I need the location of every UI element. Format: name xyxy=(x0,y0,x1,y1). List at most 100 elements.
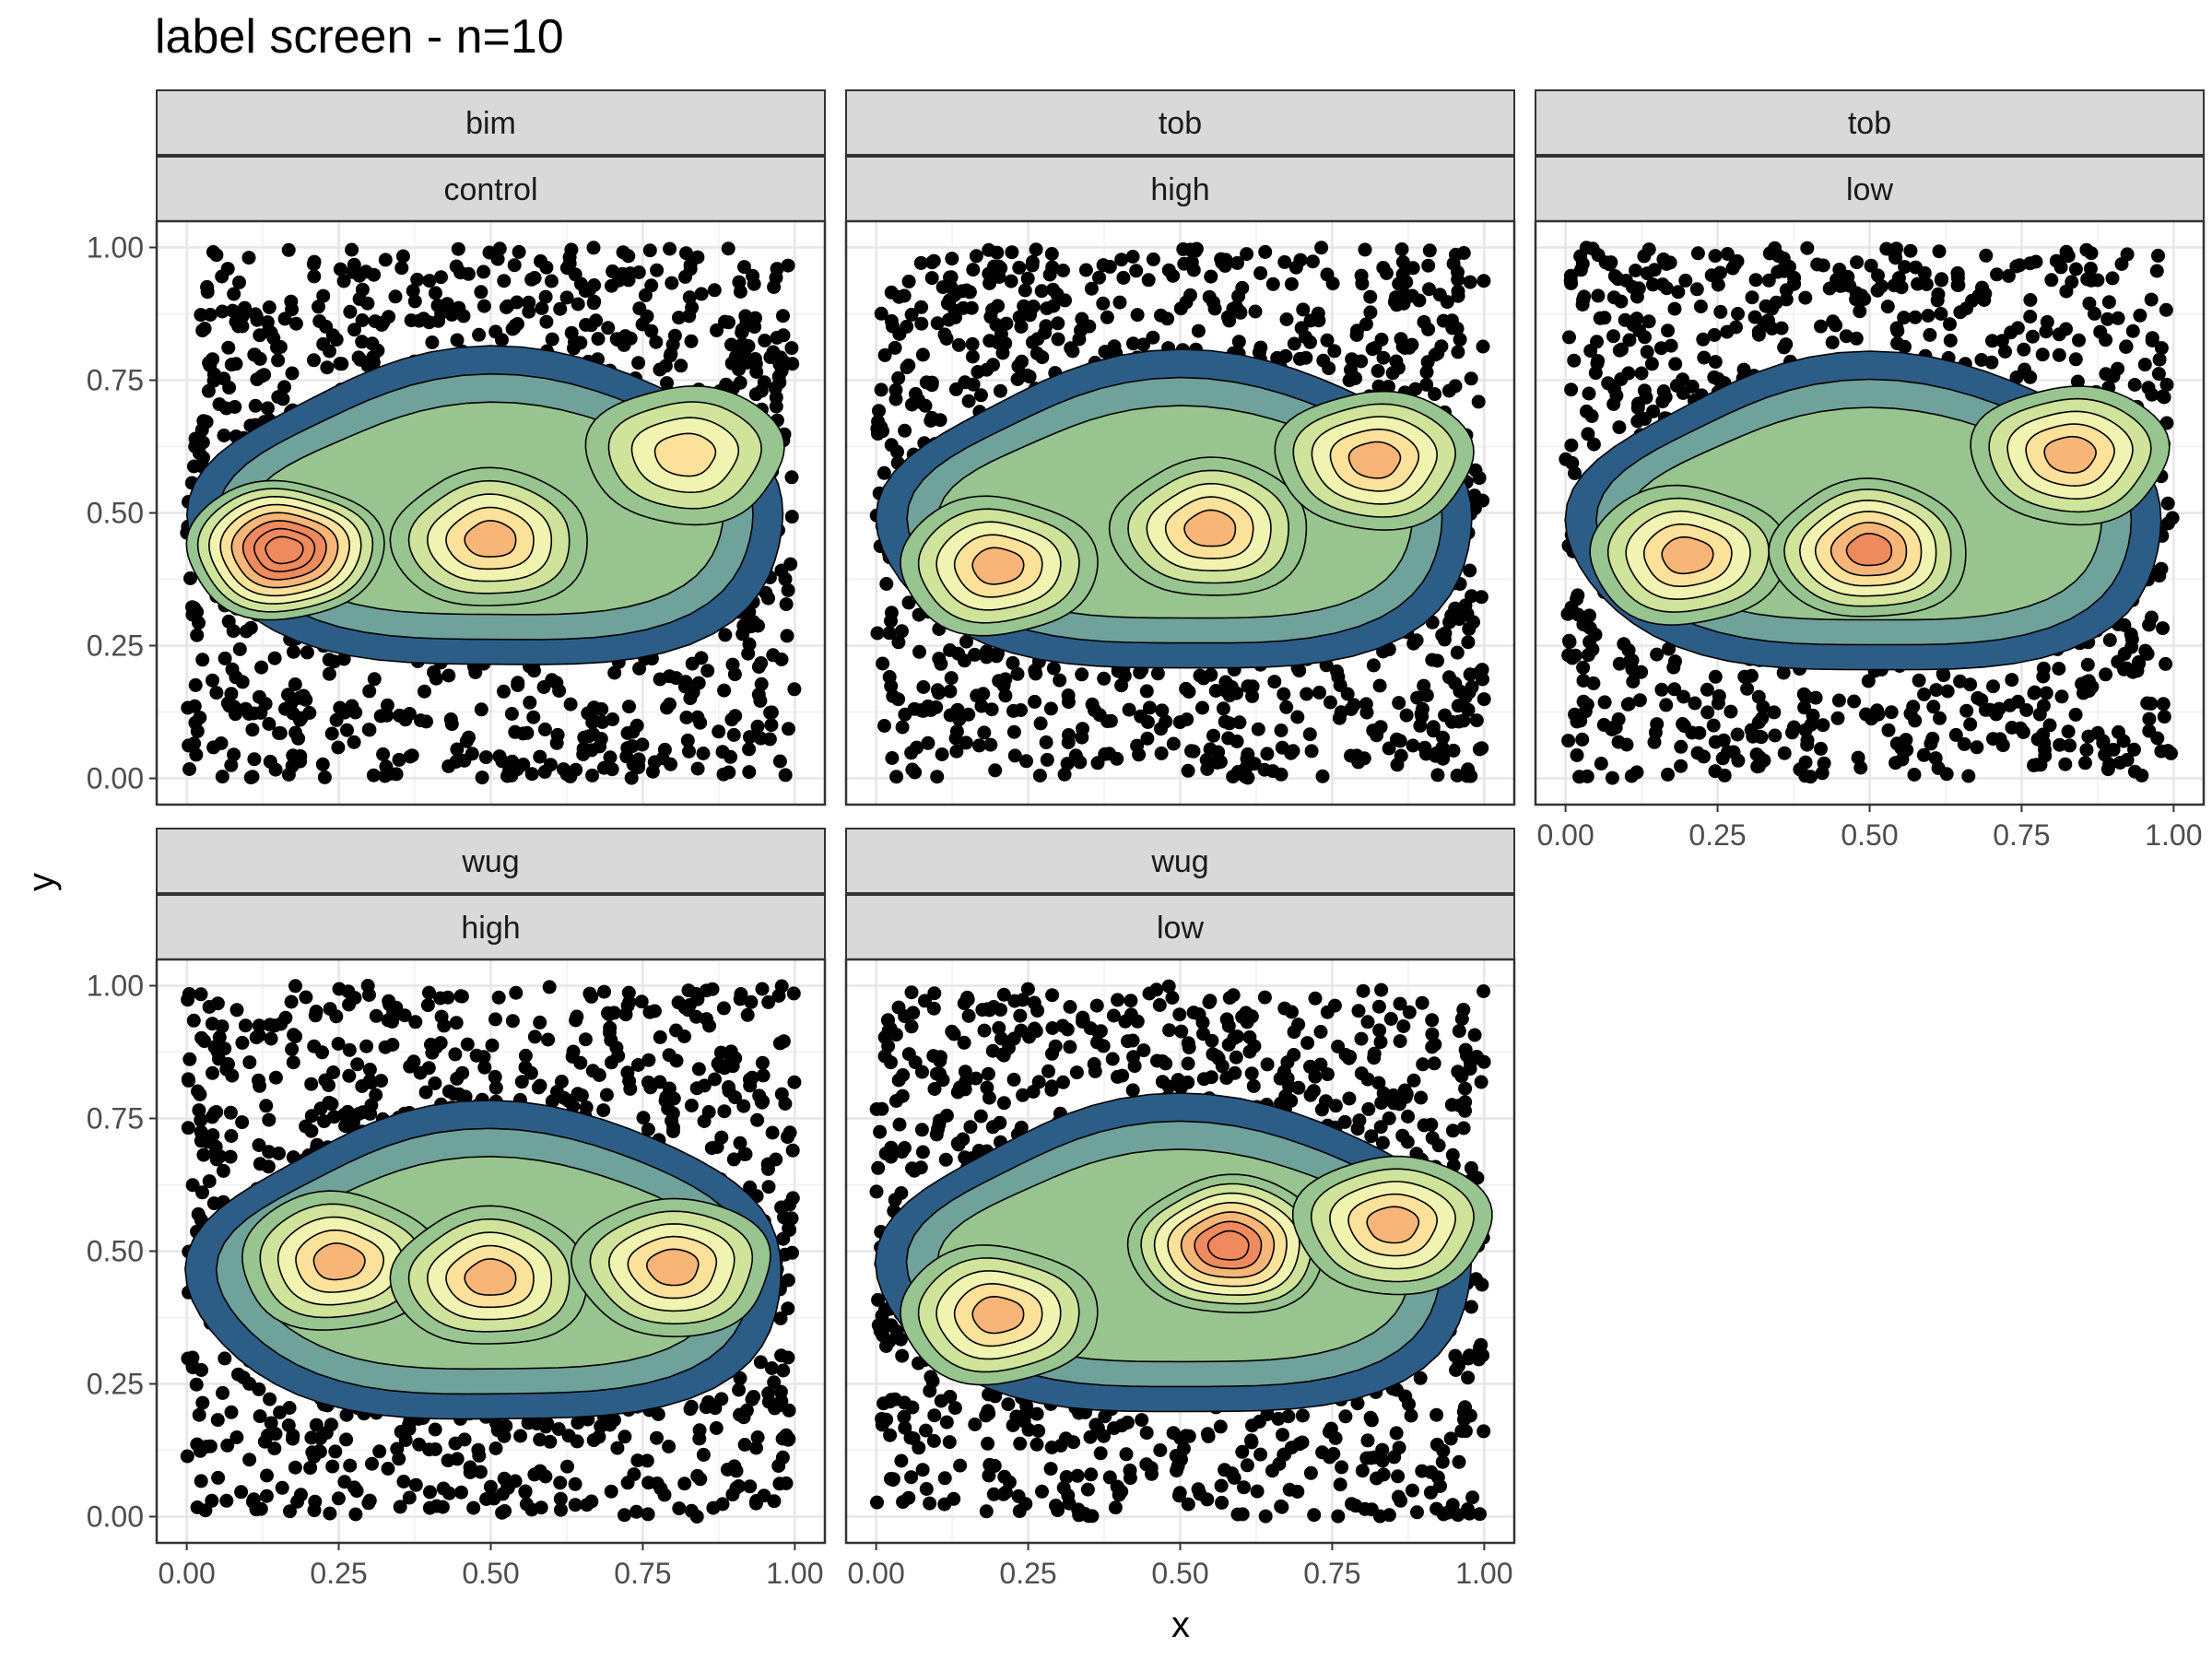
scatter-point xyxy=(220,262,235,276)
scatter-point xyxy=(761,1180,776,1194)
scatter-point xyxy=(2013,721,2028,735)
scatter-point xyxy=(1990,267,2004,282)
scatter-point xyxy=(1798,290,1813,305)
scatter-point xyxy=(874,420,888,434)
scatter-point xyxy=(185,1178,200,1193)
scatter-point xyxy=(1404,1408,1418,1423)
scatter-point xyxy=(1768,728,1783,743)
scatter-point xyxy=(1013,1436,1028,1451)
scatter-point xyxy=(1277,1447,1292,1462)
scatter-point xyxy=(774,1394,788,1408)
scatter-point xyxy=(662,1440,677,1453)
scatter-point xyxy=(1182,685,1196,699)
facet-strip-top-label: wug xyxy=(461,844,519,879)
scatter-point xyxy=(912,644,926,659)
y-tick-label: 1.00 xyxy=(87,230,144,264)
scatter-point xyxy=(1080,1482,1095,1497)
scatter-point xyxy=(781,1273,795,1288)
scatter-point xyxy=(726,1152,741,1167)
scatter-point xyxy=(584,989,599,1004)
scatter-point xyxy=(1393,734,1407,748)
scatter-point xyxy=(1653,341,1668,356)
scatter-point xyxy=(2160,744,2175,759)
scatter-point xyxy=(631,356,646,371)
scatter-point xyxy=(1146,252,1160,266)
scatter-point xyxy=(738,1147,753,1161)
scatter-point xyxy=(229,1003,244,1018)
scatter-point xyxy=(1594,757,1608,771)
scatter-point xyxy=(992,270,1006,284)
scatter-point xyxy=(1461,635,1476,650)
scatter-point xyxy=(497,684,511,699)
x-tick-label: 0.25 xyxy=(310,1557,367,1590)
scatter-point xyxy=(1422,282,1436,297)
scatter-point xyxy=(423,1485,437,1500)
scatter-point xyxy=(307,353,321,368)
scatter-point xyxy=(784,510,799,524)
scatter-point xyxy=(281,242,296,257)
scatter-point xyxy=(2137,358,2152,372)
scatter-point xyxy=(1257,990,1272,1005)
scatter-point xyxy=(1069,1065,1084,1080)
scatter-point xyxy=(257,368,272,382)
scatter-point xyxy=(761,1386,776,1401)
scatter-point xyxy=(2152,569,2167,583)
scatter-point xyxy=(1925,731,1940,746)
scatter-point xyxy=(1648,725,1663,740)
scatter-point xyxy=(1693,300,1708,313)
scatter-point xyxy=(1078,263,1093,277)
scatter-point xyxy=(1570,592,1584,606)
scatter-point xyxy=(1943,317,1957,332)
scatter-point xyxy=(273,340,288,354)
scatter-point xyxy=(1472,665,1487,680)
scatter-point xyxy=(689,1510,704,1524)
scatter-point xyxy=(1051,316,1065,331)
scatter-point xyxy=(1383,1012,1398,1026)
scatter-point xyxy=(1564,438,1579,453)
scatter-point xyxy=(264,1416,278,1430)
scatter-point xyxy=(742,637,757,652)
scatter-point xyxy=(1191,324,1206,338)
scatter-point xyxy=(1425,653,1440,667)
scatter-point xyxy=(904,1019,919,1034)
scatter-point xyxy=(339,1432,354,1447)
scatter-point xyxy=(891,371,906,385)
scatter-point xyxy=(206,673,219,688)
scatter-point xyxy=(508,318,523,333)
scatter-point xyxy=(958,653,971,668)
scatter-point xyxy=(763,705,778,720)
scatter-point xyxy=(259,1488,274,1503)
scatter-point xyxy=(571,1416,585,1430)
scatter-point xyxy=(684,1099,699,1112)
scatter-point xyxy=(1825,335,1840,350)
scatter-point xyxy=(724,1044,738,1059)
scatter-point xyxy=(553,301,568,316)
scatter-point xyxy=(1737,669,1752,684)
scatter-point xyxy=(1948,727,1963,742)
scatter-point xyxy=(665,276,679,290)
scatter-point xyxy=(428,1422,442,1437)
scatter-point xyxy=(1771,265,1785,279)
scatter-point xyxy=(1373,1120,1388,1135)
scatter-point xyxy=(1216,701,1230,716)
scatter-point xyxy=(527,271,542,285)
scatter-point xyxy=(781,258,795,273)
scatter-point xyxy=(1129,264,1144,278)
scatter-point xyxy=(1797,700,1812,715)
scatter-point xyxy=(1829,318,1843,333)
scatter-point xyxy=(772,754,787,769)
scatter-point xyxy=(304,1124,319,1138)
scatter-point xyxy=(1351,1004,1366,1018)
scatter-point xyxy=(742,765,757,780)
scatter-point xyxy=(315,757,330,771)
scatter-point xyxy=(1033,716,1048,731)
scatter-point xyxy=(1906,700,1921,714)
scatter-point xyxy=(737,1438,752,1452)
scatter-point xyxy=(1676,717,1690,731)
scatter-point xyxy=(1786,720,1801,735)
scatter-point xyxy=(554,1502,568,1517)
scatter-point xyxy=(194,308,208,323)
scatter-point xyxy=(197,322,212,335)
